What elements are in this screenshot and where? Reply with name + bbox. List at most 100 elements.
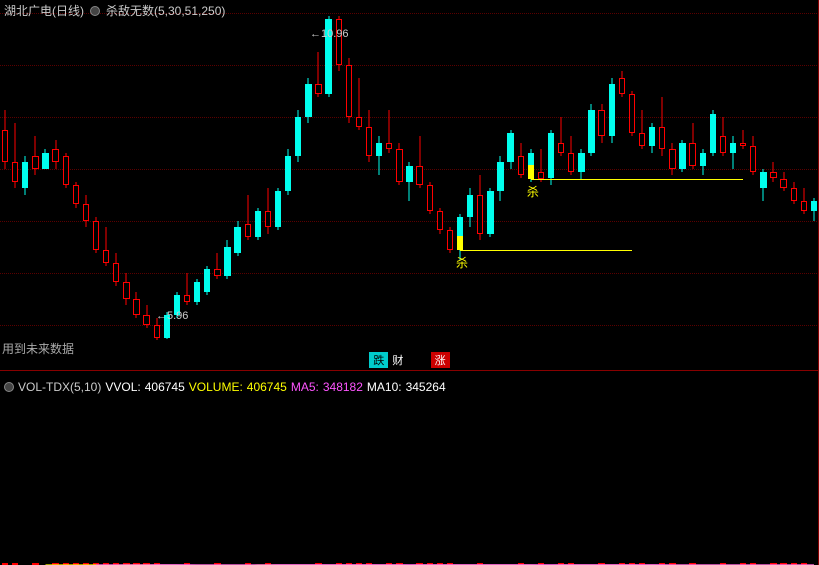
candle <box>305 78 311 123</box>
indicator-name: 杀敌无数(5,30,51,250) <box>106 2 225 19</box>
vol-indicator-icon[interactable] <box>4 382 14 392</box>
price-grid-line <box>0 221 819 222</box>
candle <box>568 136 574 175</box>
candle <box>103 227 109 266</box>
zhang-tag: 涨 <box>431 352 450 368</box>
candle <box>52 140 58 169</box>
candle <box>507 130 513 169</box>
candle <box>366 110 372 162</box>
volume-chart-panel[interactable]: VOL-TDX(5,10) VVOL: 406745 VOLUME: 40674… <box>0 370 819 565</box>
candle <box>123 273 129 305</box>
vvol-label: VVOL: <box>105 380 140 394</box>
candle <box>315 52 321 97</box>
candle <box>710 110 716 155</box>
ma5-value: 348182 <box>323 380 363 394</box>
candle <box>396 143 402 185</box>
candle <box>720 117 726 156</box>
signal-line <box>531 179 743 180</box>
signal-marker <box>457 236 463 250</box>
candle <box>32 136 38 175</box>
signal-label: 杀 <box>456 254 468 271</box>
candle <box>2 110 8 168</box>
ma10-label: MA10: <box>367 380 402 394</box>
candle <box>12 123 18 188</box>
candle <box>770 162 776 181</box>
indicator-toggle-icon[interactable] <box>90 6 100 16</box>
candle <box>406 162 412 201</box>
candle <box>245 195 251 240</box>
candle <box>427 182 433 214</box>
candle <box>497 156 503 201</box>
candle <box>598 104 604 143</box>
candle <box>487 188 493 237</box>
candle <box>63 153 69 189</box>
candle <box>578 149 584 178</box>
price-grid-line <box>0 117 819 118</box>
stock-name: 湖北广电(日线) <box>4 2 84 19</box>
candle <box>588 104 594 156</box>
candle <box>477 175 483 240</box>
candle <box>558 117 564 156</box>
candle <box>42 149 48 168</box>
candle <box>275 188 281 230</box>
candle <box>386 110 392 152</box>
candle <box>740 130 746 149</box>
candle <box>194 279 200 305</box>
candle <box>265 188 271 233</box>
candle <box>780 172 786 191</box>
candle <box>214 253 220 279</box>
candle <box>649 123 655 152</box>
vol-title-prefix: VOL-TDX(5,10) <box>18 380 101 394</box>
low-price-label: ←5.96 <box>156 310 188 322</box>
candle <box>447 227 453 253</box>
candle <box>467 188 473 227</box>
candle <box>659 97 665 155</box>
candle <box>689 123 695 168</box>
candle <box>518 143 524 179</box>
candle <box>83 195 89 227</box>
ma5-label: MA5: <box>291 380 319 394</box>
die-tag: 跌 <box>369 352 388 368</box>
candle <box>73 182 79 208</box>
candle <box>700 149 706 175</box>
candle <box>760 169 766 201</box>
candle <box>234 221 240 257</box>
candle <box>669 143 675 175</box>
volume-ma-overlay <box>0 370 819 565</box>
candle <box>538 149 544 181</box>
vvol-value: 406745 <box>145 380 185 394</box>
candle <box>356 78 362 130</box>
candle <box>143 305 149 328</box>
volume-label: VOLUME: <box>189 380 243 394</box>
price-grid-line <box>0 65 819 66</box>
candle <box>811 198 817 221</box>
candle <box>791 182 797 205</box>
candle <box>204 266 210 295</box>
candle <box>255 208 261 240</box>
candle <box>801 188 807 214</box>
volume-value: 406745 <box>247 380 287 394</box>
signal-label: 杀 <box>527 183 539 200</box>
ma10-value: 345264 <box>406 380 446 394</box>
center-tags: 跌财 涨 <box>0 352 819 368</box>
candle <box>416 136 422 188</box>
candle <box>93 217 99 253</box>
volume-title-bar: VOL-TDX(5,10) VVOL: 406745 VOLUME: 40674… <box>4 380 446 394</box>
chart-title-bar: 湖北广电(日线) 杀敌无数(5,30,51,250) <box>4 2 225 19</box>
candle <box>336 16 342 71</box>
candle <box>639 110 645 149</box>
candle <box>113 253 119 285</box>
candle <box>619 71 625 97</box>
signal-marker <box>528 165 534 179</box>
cai-tag: 财 <box>388 352 407 368</box>
candle <box>750 136 756 175</box>
candle <box>679 140 685 172</box>
price-chart-panel[interactable]: ←10.96←5.96杀杀 <box>0 0 819 370</box>
candle <box>629 91 635 136</box>
signal-line <box>460 250 632 251</box>
candle <box>295 110 301 162</box>
candle <box>224 240 230 279</box>
price-grid-line <box>0 325 819 326</box>
candle <box>285 149 291 194</box>
candle <box>548 130 554 185</box>
